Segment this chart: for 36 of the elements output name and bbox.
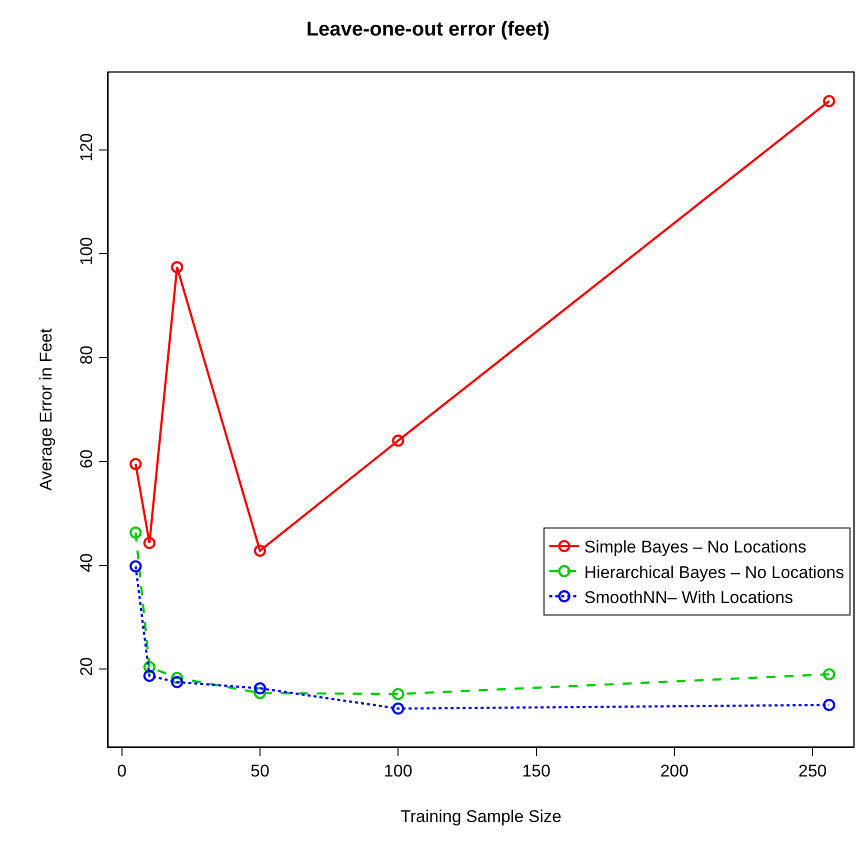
point bbox=[130, 458, 142, 470]
point bbox=[392, 702, 404, 715]
point bbox=[170, 676, 184, 688]
y-tick-label: 100 bbox=[77, 236, 96, 266]
point bbox=[130, 560, 142, 572]
y-tick-label: 20 bbox=[77, 657, 96, 676]
y-tick-label: 40 bbox=[77, 553, 96, 572]
y-tick-label: 80 bbox=[77, 346, 96, 364]
point bbox=[392, 688, 404, 700]
x-tick-label: 50 bbox=[250, 762, 270, 781]
y-tick-label: 60 bbox=[77, 449, 96, 468]
point bbox=[130, 526, 142, 539]
point bbox=[254, 686, 266, 700]
point bbox=[823, 668, 836, 680]
point bbox=[143, 670, 156, 682]
legend-label: SmoothNN– With Locations bbox=[584, 588, 794, 607]
y-axis-title: Average Error in Feet bbox=[36, 328, 56, 491]
x-tick-label: 100 bbox=[384, 762, 412, 781]
point bbox=[392, 434, 404, 447]
x-tick-label: 150 bbox=[522, 762, 550, 781]
x-tick-label: 0 bbox=[117, 762, 127, 781]
point bbox=[170, 672, 184, 684]
legend-label: Simple Bayes – No Locations bbox=[584, 538, 806, 557]
chart-title: Leave-one-out error (feet) bbox=[306, 18, 550, 40]
point bbox=[254, 682, 266, 694]
point bbox=[143, 660, 156, 674]
point bbox=[254, 544, 266, 557]
point bbox=[170, 261, 184, 274]
point bbox=[823, 94, 836, 108]
y-tick-label: 120 bbox=[77, 133, 96, 162]
legend-label: Hierarchical Bayes – No Locations bbox=[584, 562, 844, 582]
x-tick-label: 250 bbox=[798, 762, 827, 781]
point bbox=[823, 698, 836, 712]
x-tick-label: 200 bbox=[660, 762, 689, 781]
x-axis-title: Training Sample Size bbox=[400, 806, 562, 826]
point bbox=[143, 536, 156, 550]
